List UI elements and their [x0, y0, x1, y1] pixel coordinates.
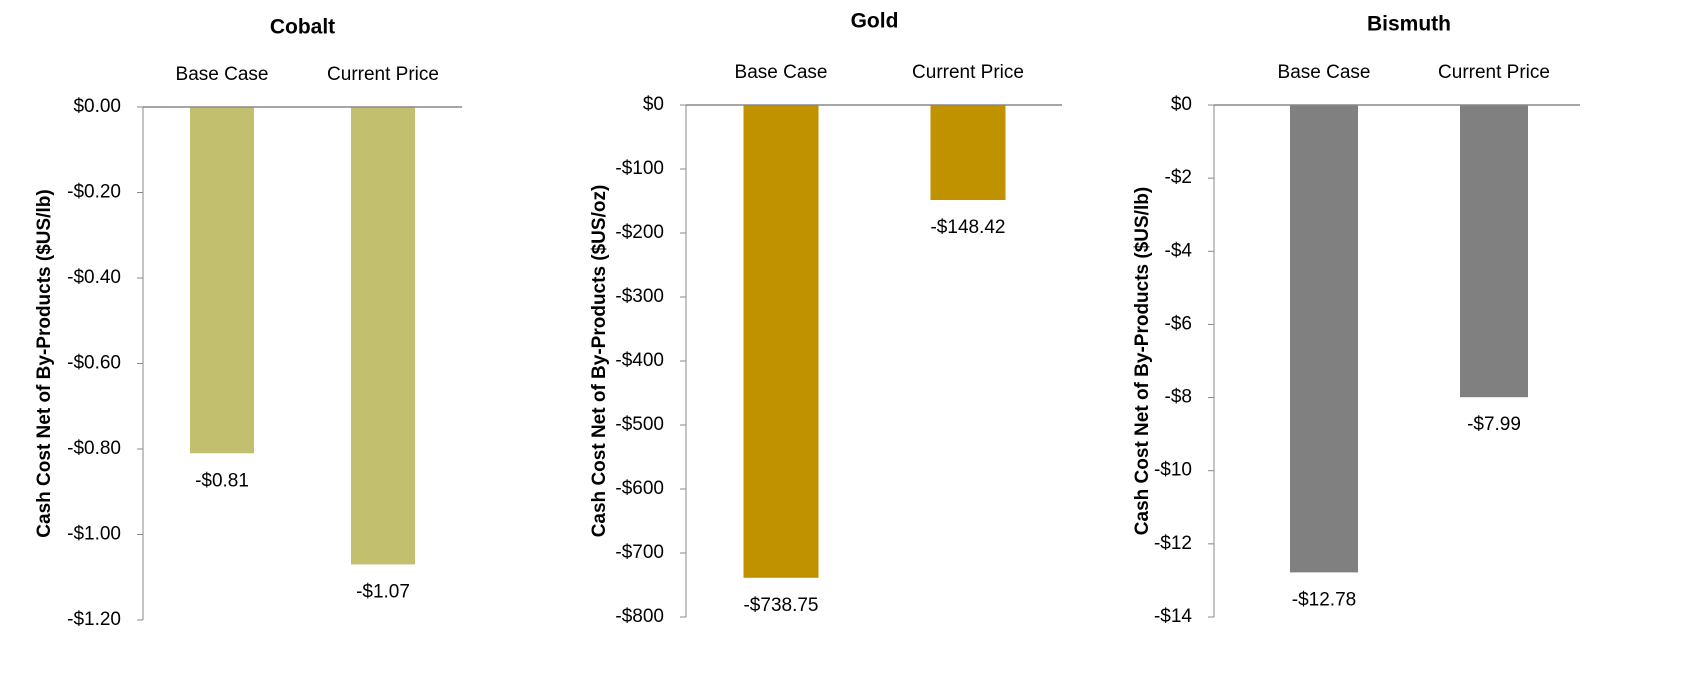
bar — [1460, 105, 1528, 398]
category-label: Current Price — [1438, 62, 1550, 83]
y-tick-label: -$0.60 — [67, 353, 121, 374]
y-tick-label: $0.00 — [73, 96, 121, 117]
y-tick-label: -$300 — [615, 286, 664, 307]
category-label: Current Price — [327, 64, 439, 85]
y-tick-label: -$0.80 — [67, 438, 121, 459]
y-tick-label: -$0.40 — [67, 267, 121, 288]
bar — [190, 107, 254, 454]
y-axis-title: Cash Cost Net of By-Products ($US/oz) — [589, 185, 610, 538]
y-tick-label: $0 — [1171, 94, 1192, 115]
y-tick-label: -$8 — [1165, 387, 1192, 408]
y-tick-label: -$2 — [1165, 167, 1192, 188]
y-axis-title: Cash Cost Net of By-Products ($US/lb) — [1132, 187, 1153, 535]
y-tick-label: -$1.20 — [67, 609, 121, 630]
data-label: -$0.81 — [195, 470, 249, 491]
category-label: Current Price — [912, 62, 1024, 83]
y-tick-label: -$14 — [1154, 606, 1192, 627]
y-tick-label: -$600 — [615, 478, 664, 499]
y-tick-label: -$6 — [1165, 313, 1192, 334]
y-tick-label: -$12 — [1154, 533, 1192, 554]
y-tick-label: -$700 — [615, 542, 664, 563]
data-label: -$738.75 — [743, 595, 818, 616]
y-tick-label: $0 — [643, 94, 664, 115]
data-label: -$7.99 — [1467, 414, 1521, 435]
data-label: -$12.78 — [1292, 589, 1356, 610]
y-tick-label: -$1.00 — [67, 524, 121, 545]
y-tick-label: -$0.20 — [67, 182, 121, 203]
bar — [1290, 105, 1358, 573]
chart-title: Cobalt — [270, 16, 335, 39]
y-tick-label: -$400 — [615, 350, 664, 371]
y-tick-label: -$100 — [615, 158, 664, 179]
data-label: -$1.07 — [356, 581, 410, 602]
bar — [351, 107, 415, 565]
y-tick-label: -$500 — [615, 414, 664, 435]
chart-title: Gold — [851, 10, 899, 33]
y-tick-label: -$4 — [1165, 240, 1193, 261]
y-tick-label: -$800 — [615, 606, 664, 627]
y-tick-label: -$200 — [615, 222, 664, 243]
category-label: Base Case — [1278, 62, 1371, 83]
category-label: Base Case — [735, 62, 828, 83]
category-label: Base Case — [176, 64, 269, 85]
y-axis-title: Cash Cost Net of By-Products ($US/lb) — [34, 189, 55, 537]
y-tick-label: -$10 — [1154, 460, 1192, 481]
data-label: -$148.42 — [930, 217, 1005, 238]
chart-title: Bismuth — [1367, 13, 1451, 36]
bar — [930, 105, 1006, 200]
bar — [743, 105, 819, 578]
